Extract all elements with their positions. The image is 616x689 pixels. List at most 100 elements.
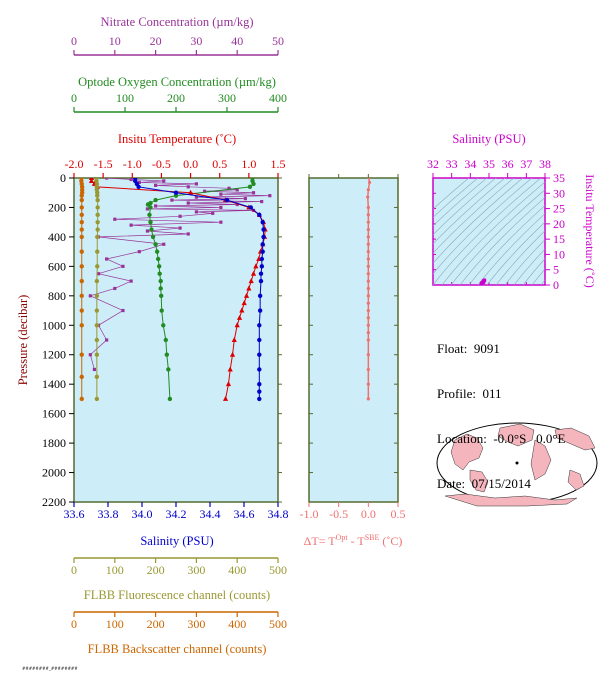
delta-t-point [366, 264, 370, 268]
salinity-point [261, 227, 266, 232]
density-contour [433, 178, 542, 285]
delta-t-point [366, 220, 370, 224]
nitrate-point [105, 338, 109, 342]
pressure-tick-label: 2200 [42, 495, 66, 509]
nitrate-point [129, 279, 133, 283]
nitrate-point [235, 202, 239, 207]
delta-t-point [366, 323, 370, 327]
pressure-tick-label: 600 [48, 259, 66, 273]
ts-temperature-axis-title: Insitu Temperature (˚C) [583, 174, 597, 288]
oxygen-point [156, 264, 162, 269]
backscatter-point [79, 219, 84, 225]
oxygen-point [149, 227, 154, 232]
ts-y-tick-label: 5 [553, 263, 559, 277]
backscatter-point [79, 264, 84, 269]
oxygen-point [251, 181, 256, 187]
temperature-point [236, 314, 243, 320]
delta-t-point [366, 382, 370, 386]
delta-t-point [366, 279, 370, 283]
ts-y-tick-label: 25 [553, 202, 565, 216]
density-contour [459, 197, 545, 285]
salinity-point [136, 184, 141, 190]
oxygen-point [161, 323, 166, 328]
salinity-tick-label: 33.6 [64, 507, 85, 521]
fluorescence-point [94, 308, 100, 313]
pressure-tick-label: 200 [48, 200, 66, 214]
fluorescence-tick-label: 100 [106, 563, 124, 577]
delta-t-tick-label: -1.0 [300, 507, 319, 521]
oxygen-tick-label: 200 [167, 91, 185, 105]
float-info-block: Float: 9091 Profile: 011 Location: -0.0°… [437, 311, 565, 506]
delta-t-tick-label: 0.0 [361, 507, 376, 521]
temperature-axis-title: Insitu Temperature (˚C) [118, 132, 236, 146]
pressure-tick-label: 1800 [42, 436, 66, 450]
oxygen-point [145, 202, 151, 207]
ts-x-tick-label: 35 [483, 157, 495, 171]
fluorescence-point [94, 323, 100, 328]
salinity-point [260, 242, 265, 247]
nitrate-point [145, 207, 150, 211]
pressure-tick-label: 0 [60, 171, 66, 185]
oxygen-point [167, 396, 173, 402]
profile-row: Profile: 011 [437, 386, 502, 401]
backscatter-tick-label: 300 [187, 617, 205, 631]
salinity-axis-title: Salinity (PSU) [140, 534, 213, 548]
salinity-point [258, 271, 264, 276]
ts-x-tick-label: 34 [464, 157, 476, 171]
nitrate-point [105, 257, 109, 261]
delta-t-point [366, 294, 370, 298]
nitrate-point [92, 367, 96, 372]
fluorescence-point [94, 337, 100, 343]
oxygen-tick-label: 300 [218, 91, 236, 105]
backscatter-point [79, 205, 84, 210]
oxygen-point [166, 367, 171, 372]
temperature-point [239, 307, 245, 313]
nitrate-point [162, 242, 166, 246]
location-row: Location: -0.0°S 0.0°E [437, 431, 566, 446]
temperature-point [250, 270, 257, 276]
oxygen-tick-label: 0 [71, 91, 77, 105]
density-contour [433, 178, 524, 264]
fluorescence-point [95, 212, 100, 218]
oxygen-point [155, 256, 161, 262]
salinity-point [257, 381, 262, 387]
temperature-point [246, 285, 252, 291]
density-contour [433, 178, 470, 210]
nitrate-point [88, 294, 92, 298]
salinity-tick-label: 34.6 [234, 507, 255, 521]
pressure-tick-label: 800 [48, 289, 66, 303]
oxygen-tick-label: 400 [269, 91, 287, 105]
salinity-point [257, 337, 262, 343]
temperature-line [90, 178, 266, 400]
nitrate-point [268, 194, 272, 198]
ts-point [481, 280, 486, 285]
salinity-point [258, 278, 264, 284]
salinity-point [248, 205, 253, 210]
nitrate-axis-title: Nitrate Concentration (µm/kg) [101, 15, 254, 29]
backscatter-tick-label: 0 [71, 617, 77, 631]
density-contour [477, 213, 545, 285]
temperature-point [222, 395, 229, 401]
fluorescence-tick-label: 0 [71, 563, 77, 577]
delta-t-point [366, 188, 370, 192]
delta-t-tick-label: 0.5 [391, 507, 406, 521]
delta-t-point [366, 257, 370, 261]
nitrate-point [137, 250, 141, 254]
nitrate-point [137, 180, 141, 185]
backscatter-tick-label: 100 [106, 617, 124, 631]
float-row: Float: 9091 [437, 341, 500, 356]
nitrate-point [219, 192, 223, 196]
date-row: Date: 07/15/2014 [437, 476, 531, 491]
temperature-tick-label: -2.0 [65, 157, 84, 171]
density-contour [495, 230, 545, 285]
nitrate-point [154, 183, 158, 187]
ts-y-tick-label: 0 [553, 278, 559, 292]
salinity-point [224, 197, 230, 203]
temperature-point [248, 278, 254, 284]
oxygen-axis-title: Optode Oxygen Concentration (µm/kg) [78, 75, 276, 89]
nitrate-point [129, 223, 133, 227]
delta-t-point [367, 178, 371, 180]
fluorescence-tick-label: 400 [228, 563, 246, 577]
temperature-point [234, 322, 240, 328]
oxygen-point [159, 293, 164, 299]
